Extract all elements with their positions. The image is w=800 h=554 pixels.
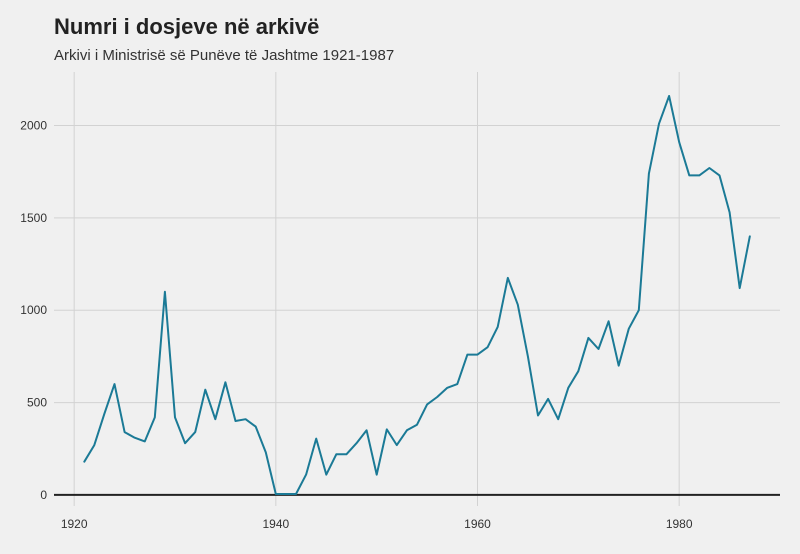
tick-layer: 1920 1940 1960 1980 0 500 1000 1500 2000: [20, 119, 693, 531]
series-line: [83, 95, 751, 495]
series-layer: [83, 95, 751, 495]
chart-subtitle: Arkivi i Ministrisë së Punëve të Jashtme…: [54, 47, 395, 64]
x-tick-label: 1980: [666, 517, 693, 531]
chart-title: Numri i dosjeve në arkivë: [54, 14, 320, 39]
x-tick-label: 1960: [464, 517, 491, 531]
y-tick-label: 2000: [20, 119, 47, 133]
x-tick-label: 1940: [262, 517, 289, 531]
y-tick-label: 1500: [20, 211, 47, 225]
y-tick-label: 0: [40, 488, 47, 502]
y-tick-label: 1000: [20, 303, 47, 317]
grid-layer: [54, 72, 780, 506]
x-tick-label: 1920: [61, 517, 88, 531]
y-tick-label: 500: [27, 396, 47, 410]
